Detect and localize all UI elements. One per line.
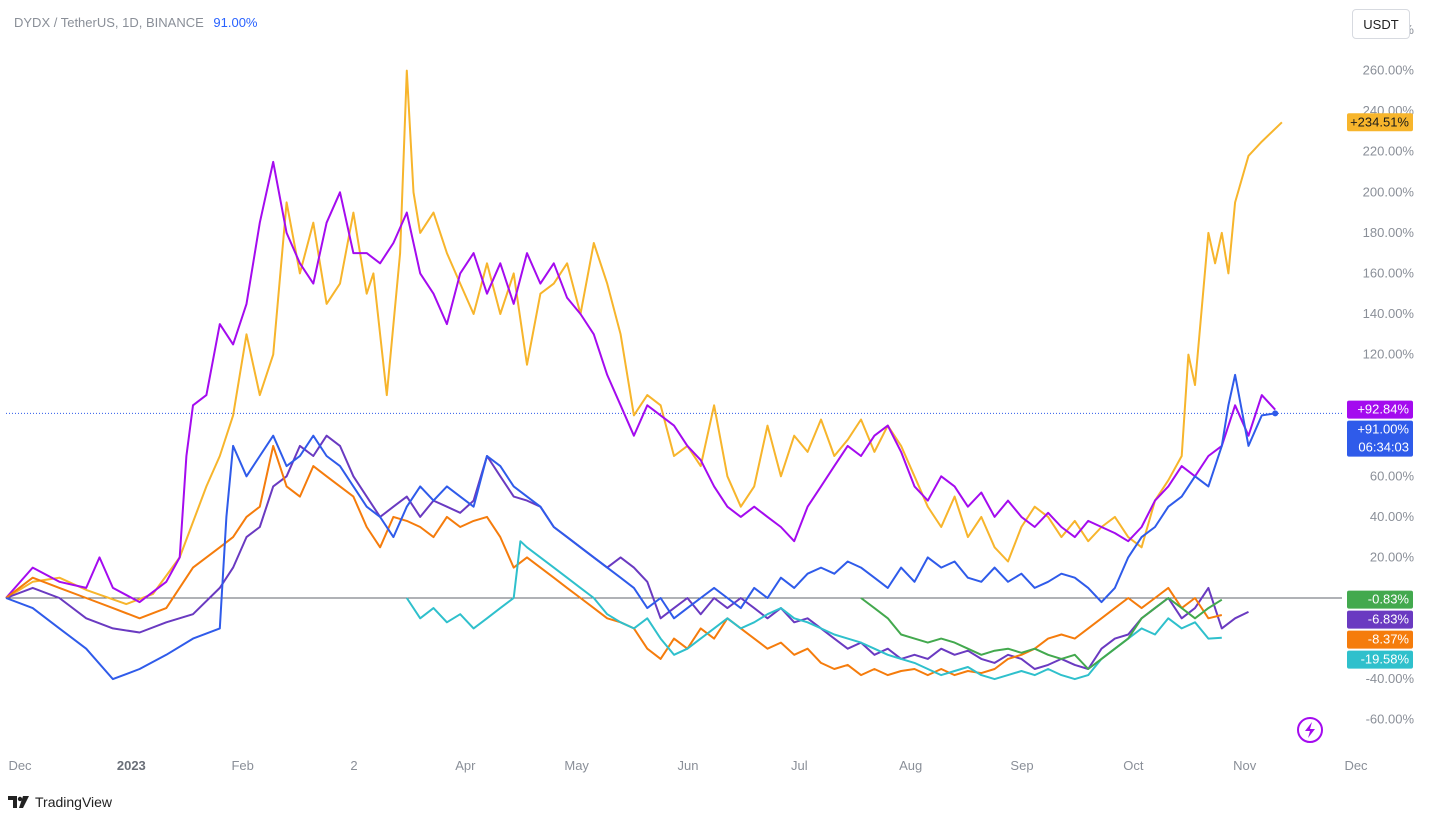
header-change: 91.00%	[213, 15, 258, 30]
price-label: +234.51%	[1350, 114, 1409, 129]
price-label-bg	[1347, 610, 1413, 629]
x-tick-label: 2	[350, 758, 357, 773]
x-tick-label: Aug	[899, 758, 922, 773]
countdown-label: 06:34:03	[1358, 440, 1409, 455]
series-line-indigo[interactable]	[5, 434, 1249, 670]
price-label-bg	[1347, 590, 1413, 609]
price-label: -19.58%	[1361, 652, 1410, 667]
y-tick-label: 120.00%	[1363, 347, 1415, 362]
x-tick-label: Apr	[455, 758, 476, 773]
price-label: +92.84%	[1357, 402, 1409, 417]
currency-button[interactable]: USDT	[1352, 9, 1410, 39]
x-tick-label: Oct	[1123, 758, 1144, 773]
symbol-label: DYDX / TetherUS, 1D, BINANCE	[14, 15, 204, 30]
y-tick-label: 180.00%	[1363, 225, 1415, 240]
y-tick-label: 160.00%	[1363, 265, 1415, 280]
y-tick-label: 260.00%	[1363, 63, 1415, 78]
series-line-cyan[interactable]	[405, 540, 1222, 681]
price-label: +91.00%	[1357, 422, 1409, 437]
x-tick-label: Feb	[231, 758, 253, 773]
y-tick-label: 200.00%	[1363, 184, 1415, 199]
lightning-icon-bolt	[1305, 722, 1315, 738]
x-tick-label: Nov	[1233, 758, 1257, 773]
x-tick-label: May	[564, 758, 589, 773]
x-tick-label: Jun	[678, 758, 699, 773]
y-tick-label: 40.00%	[1370, 509, 1415, 524]
price-label-bg	[1347, 400, 1413, 419]
price-label: -6.83%	[1368, 612, 1410, 627]
x-tick-label: Jul	[791, 758, 808, 773]
x-tick-label: Sep	[1010, 758, 1033, 773]
series-line-orange[interactable]	[5, 444, 1223, 677]
series-line-blue[interactable]	[5, 373, 1276, 681]
y-tick-label: 60.00%	[1370, 468, 1415, 483]
y-tick-label: 20.00%	[1370, 549, 1415, 564]
series-line-gold[interactable]	[5, 69, 1283, 606]
price-label: -0.83%	[1368, 592, 1410, 607]
x-tick-label: Dec	[1344, 758, 1368, 773]
tradingview-logo[interactable]: TradingView	[8, 794, 112, 810]
chart-plot[interactable]: 280.00%260.00%240.00%220.00%200.00%180.0…	[0, 0, 1438, 785]
price-label: -8.37%	[1368, 632, 1410, 647]
x-tick-label: 2023	[117, 758, 146, 773]
x-tick-label: Dec	[8, 758, 32, 773]
chart-frame: 280.00%260.00%240.00%220.00%200.00%180.0…	[0, 0, 1438, 785]
price-label-bg	[1347, 113, 1413, 132]
y-tick-label: -40.00%	[1366, 671, 1415, 686]
branding-label: TradingView	[35, 794, 113, 810]
price-label-bg	[1347, 630, 1413, 649]
y-tick-label: 220.00%	[1363, 144, 1415, 159]
last-price-marker	[1272, 410, 1279, 417]
tradingview-logo-icon	[8, 796, 29, 808]
y-tick-label: 140.00%	[1363, 306, 1415, 321]
chart-header: DYDX / TetherUS, 1D, BINANCE 91.00%	[14, 15, 257, 30]
series-line-violet[interactable]	[5, 160, 1276, 604]
price-label-bg	[1347, 650, 1413, 669]
price-label-bg	[1347, 420, 1413, 457]
y-tick-label: -60.00%	[1366, 712, 1415, 727]
series-line-green[interactable]	[860, 597, 1223, 670]
